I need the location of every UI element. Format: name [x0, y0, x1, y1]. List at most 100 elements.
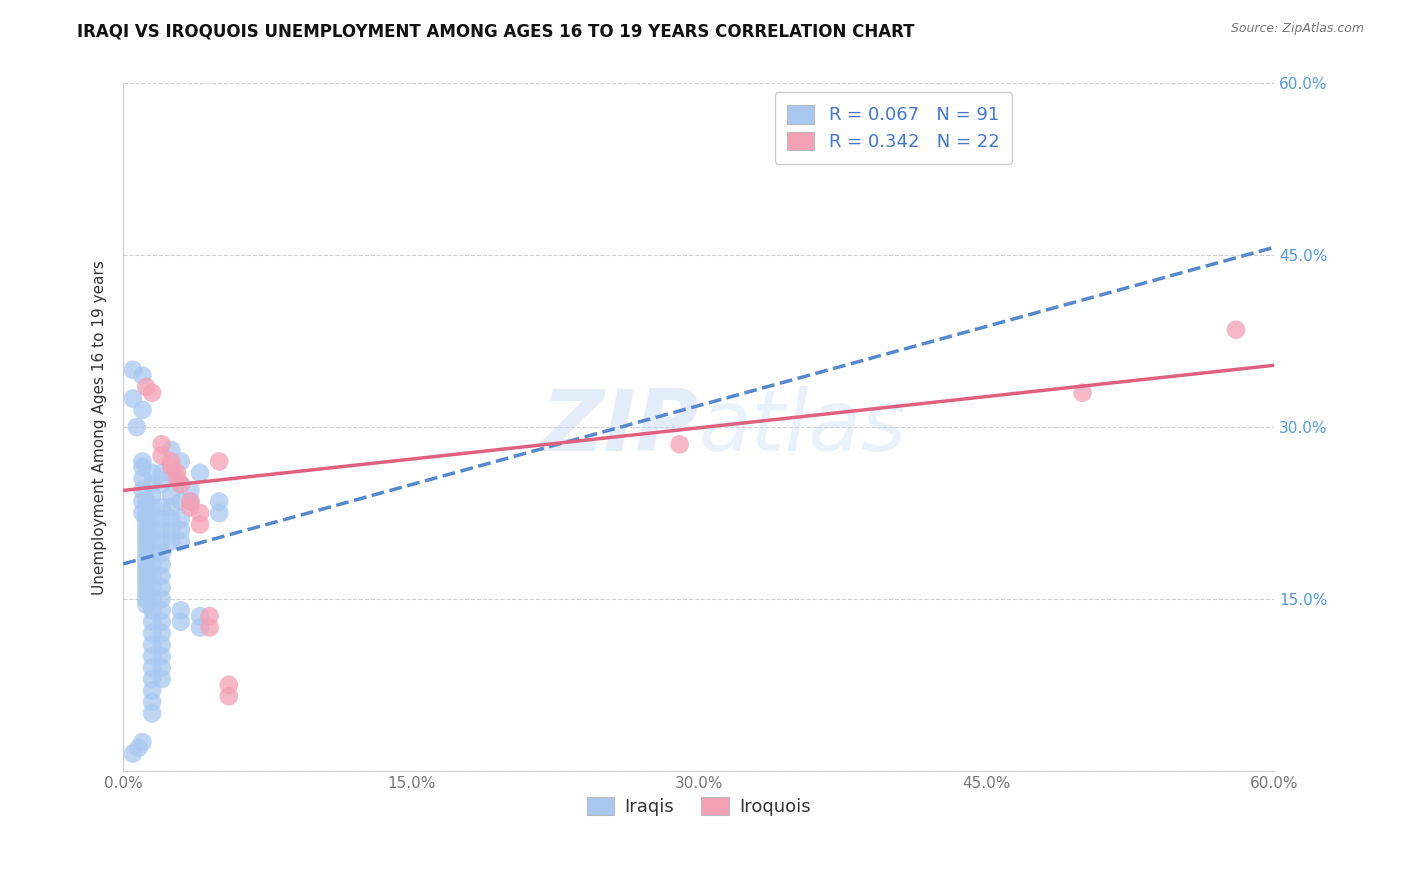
- Point: [208, 494, 231, 508]
- Point: [150, 603, 173, 617]
- Point: [141, 558, 163, 572]
- Point: [141, 466, 163, 480]
- Point: [150, 449, 173, 463]
- Point: [179, 494, 201, 508]
- Point: [141, 489, 163, 503]
- Point: [170, 615, 193, 629]
- Point: [166, 472, 188, 486]
- Point: [135, 546, 157, 560]
- Point: [141, 477, 163, 491]
- Point: [131, 460, 153, 475]
- Point: [208, 454, 231, 468]
- Text: Source: ZipAtlas.com: Source: ZipAtlas.com: [1230, 22, 1364, 36]
- Point: [141, 660, 163, 674]
- Point: [218, 678, 240, 692]
- Point: [160, 460, 183, 475]
- Point: [131, 494, 153, 508]
- Point: [135, 512, 157, 526]
- Point: [150, 466, 173, 480]
- Point: [131, 368, 153, 383]
- Point: [150, 523, 173, 537]
- Point: [141, 615, 163, 629]
- Point: [160, 466, 183, 480]
- Y-axis label: Unemployment Among Ages 16 to 19 years: Unemployment Among Ages 16 to 19 years: [93, 260, 107, 594]
- Point: [198, 620, 221, 634]
- Point: [141, 385, 163, 400]
- Point: [188, 506, 211, 520]
- Point: [135, 574, 157, 589]
- Point: [141, 626, 163, 640]
- Point: [141, 603, 163, 617]
- Point: [188, 620, 211, 634]
- Point: [150, 660, 173, 674]
- Point: [135, 500, 157, 515]
- Point: [135, 591, 157, 606]
- Point: [141, 500, 163, 515]
- Point: [135, 541, 157, 555]
- Point: [131, 735, 153, 749]
- Point: [150, 672, 173, 686]
- Point: [188, 19, 211, 33]
- Point: [141, 546, 163, 560]
- Point: [170, 477, 193, 491]
- Point: [141, 683, 163, 698]
- Point: [135, 506, 157, 520]
- Point: [135, 586, 157, 600]
- Point: [131, 472, 153, 486]
- Point: [170, 477, 193, 491]
- Point: [218, 690, 240, 704]
- Point: [135, 563, 157, 577]
- Point: [141, 638, 163, 652]
- Point: [150, 558, 173, 572]
- Point: [1225, 323, 1247, 337]
- Point: [125, 420, 148, 434]
- Point: [160, 489, 183, 503]
- Point: [170, 534, 193, 549]
- Point: [141, 706, 163, 721]
- Point: [141, 581, 163, 595]
- Point: [179, 494, 201, 508]
- Point: [141, 672, 163, 686]
- Point: [150, 581, 173, 595]
- Point: [141, 695, 163, 709]
- Point: [160, 500, 183, 515]
- Point: [135, 551, 157, 566]
- Point: [188, 466, 211, 480]
- Point: [122, 747, 145, 761]
- Point: [208, 506, 231, 520]
- Point: [150, 500, 173, 515]
- Point: [170, 512, 193, 526]
- Point: [166, 466, 188, 480]
- Point: [131, 454, 153, 468]
- Point: [131, 483, 153, 497]
- Point: [188, 517, 211, 532]
- Text: ZIP: ZIP: [541, 385, 699, 468]
- Point: [188, 609, 211, 624]
- Point: [150, 626, 173, 640]
- Point: [141, 649, 163, 664]
- Point: [141, 534, 163, 549]
- Point: [141, 523, 163, 537]
- Point: [135, 569, 157, 583]
- Point: [170, 454, 193, 468]
- Point: [198, 609, 221, 624]
- Point: [141, 591, 163, 606]
- Point: [128, 740, 150, 755]
- Point: [150, 437, 173, 451]
- Point: [135, 581, 157, 595]
- Point: [131, 403, 153, 417]
- Point: [150, 615, 173, 629]
- Point: [179, 500, 201, 515]
- Point: [135, 558, 157, 572]
- Point: [135, 529, 157, 543]
- Text: IRAQI VS IROQUOIS UNEMPLOYMENT AMONG AGES 16 TO 19 YEARS CORRELATION CHART: IRAQI VS IROQUOIS UNEMPLOYMENT AMONG AGE…: [77, 22, 915, 40]
- Point: [150, 591, 173, 606]
- Point: [135, 523, 157, 537]
- Point: [141, 512, 163, 526]
- Point: [160, 454, 183, 468]
- Point: [170, 494, 193, 508]
- Point: [135, 517, 157, 532]
- Point: [150, 649, 173, 664]
- Point: [160, 512, 183, 526]
- Point: [150, 638, 173, 652]
